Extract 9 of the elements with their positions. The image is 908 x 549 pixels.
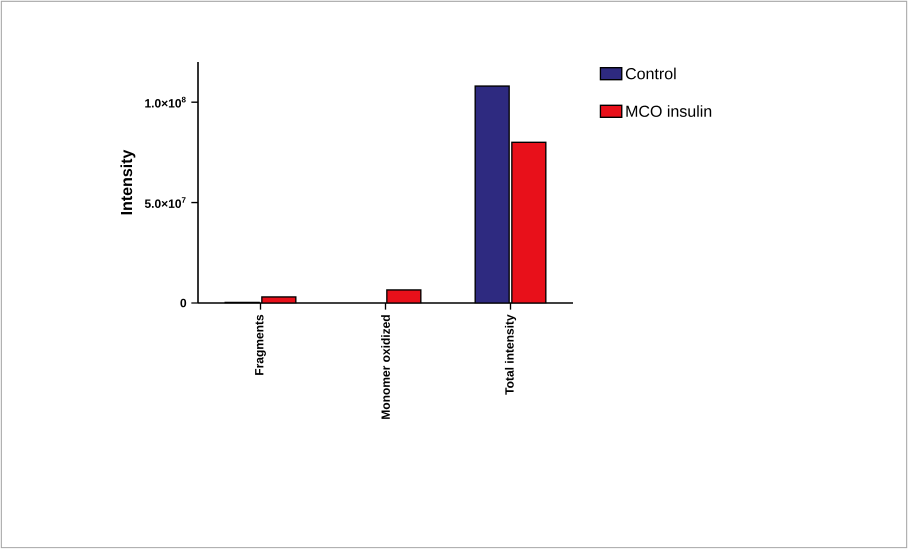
y-tick-label: 1.0×10$^{8}$ [145,96,186,108]
y-tick-label: 0 [180,298,186,308]
x-tick-label: Monomer oxidized [381,315,390,419]
x-tick-label: Fragments [255,314,266,375]
legend-label: Control [626,68,676,80]
y-axis-title: Intensity [120,150,136,214]
x-tick-label: Total intensity [504,314,516,395]
y-tick-label: 5.0×10$^{7}$ [144,197,186,208]
legend-label: MCO insulin [626,105,712,117]
